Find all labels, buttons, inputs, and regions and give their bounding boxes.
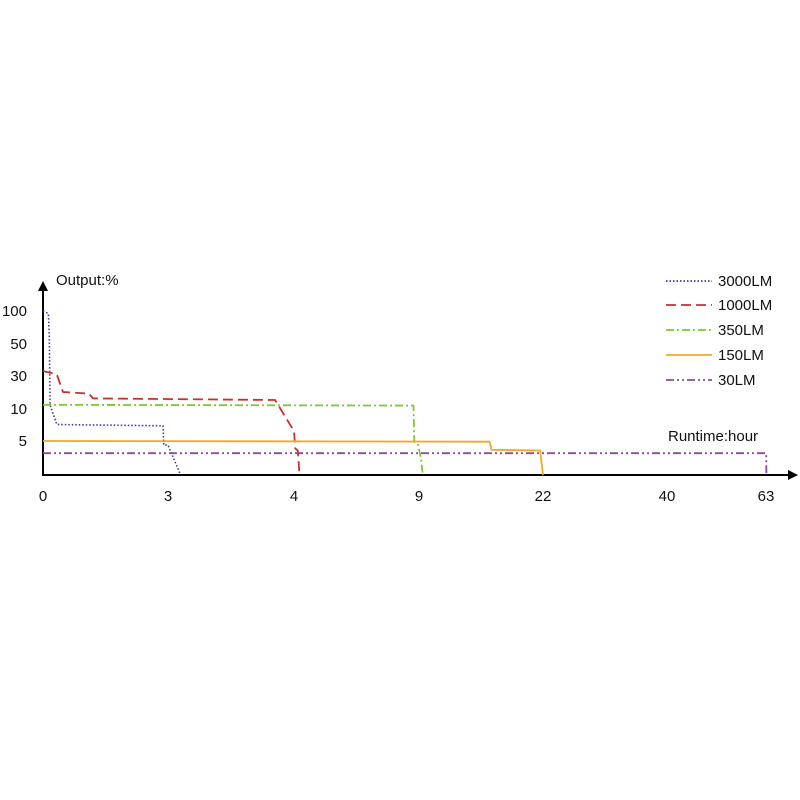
x-tick-label: 0 [39, 488, 47, 505]
legend-item: 1000LM [666, 297, 772, 314]
y-tick-label: 50 [10, 336, 27, 353]
series-line-350lm [42, 403, 424, 476]
y-tick-label: 100 [2, 303, 27, 320]
x-axis-title: Runtime:hour [668, 428, 758, 445]
legend-label: 350LM [718, 322, 764, 339]
legend-label: 1000LM [718, 297, 772, 314]
x-ticks: 0 3 4 9 22 40 63 [39, 488, 775, 505]
legend-item: 350LM [666, 322, 764, 339]
x-tick-label: 9 [415, 488, 423, 505]
x-tick-label: 4 [290, 488, 298, 505]
series-line-30lm [43, 452, 768, 476]
series-lines [42, 310, 768, 476]
legend-label: 150LM [718, 347, 764, 364]
series-line-3000lm [42, 310, 182, 476]
legend-item: 30LM [666, 372, 756, 389]
series-line-150lm [42, 440, 544, 476]
x-tick-label: 3 [164, 488, 172, 505]
legend-label: 3000LM [718, 273, 772, 290]
x-tick-label: 63 [758, 488, 775, 505]
series-line-1000lm [42, 370, 301, 476]
x-tick-label: 22 [535, 488, 552, 505]
legend: 3000LM 1000LM 350LM 150LM 30LM [666, 273, 772, 389]
legend-item: 150LM [666, 347, 764, 364]
axes [38, 281, 798, 480]
x-tick-label: 40 [659, 488, 676, 505]
y-tick-label: 5 [19, 433, 27, 450]
legend-item: 3000LM [666, 273, 772, 290]
y-axis-title: Output:% [56, 272, 119, 289]
legend-label: 30LM [718, 372, 756, 389]
y-tick-label: 10 [10, 401, 27, 418]
y-ticks: 100 50 30 10 5 [2, 303, 27, 450]
y-tick-label: 30 [10, 368, 27, 385]
